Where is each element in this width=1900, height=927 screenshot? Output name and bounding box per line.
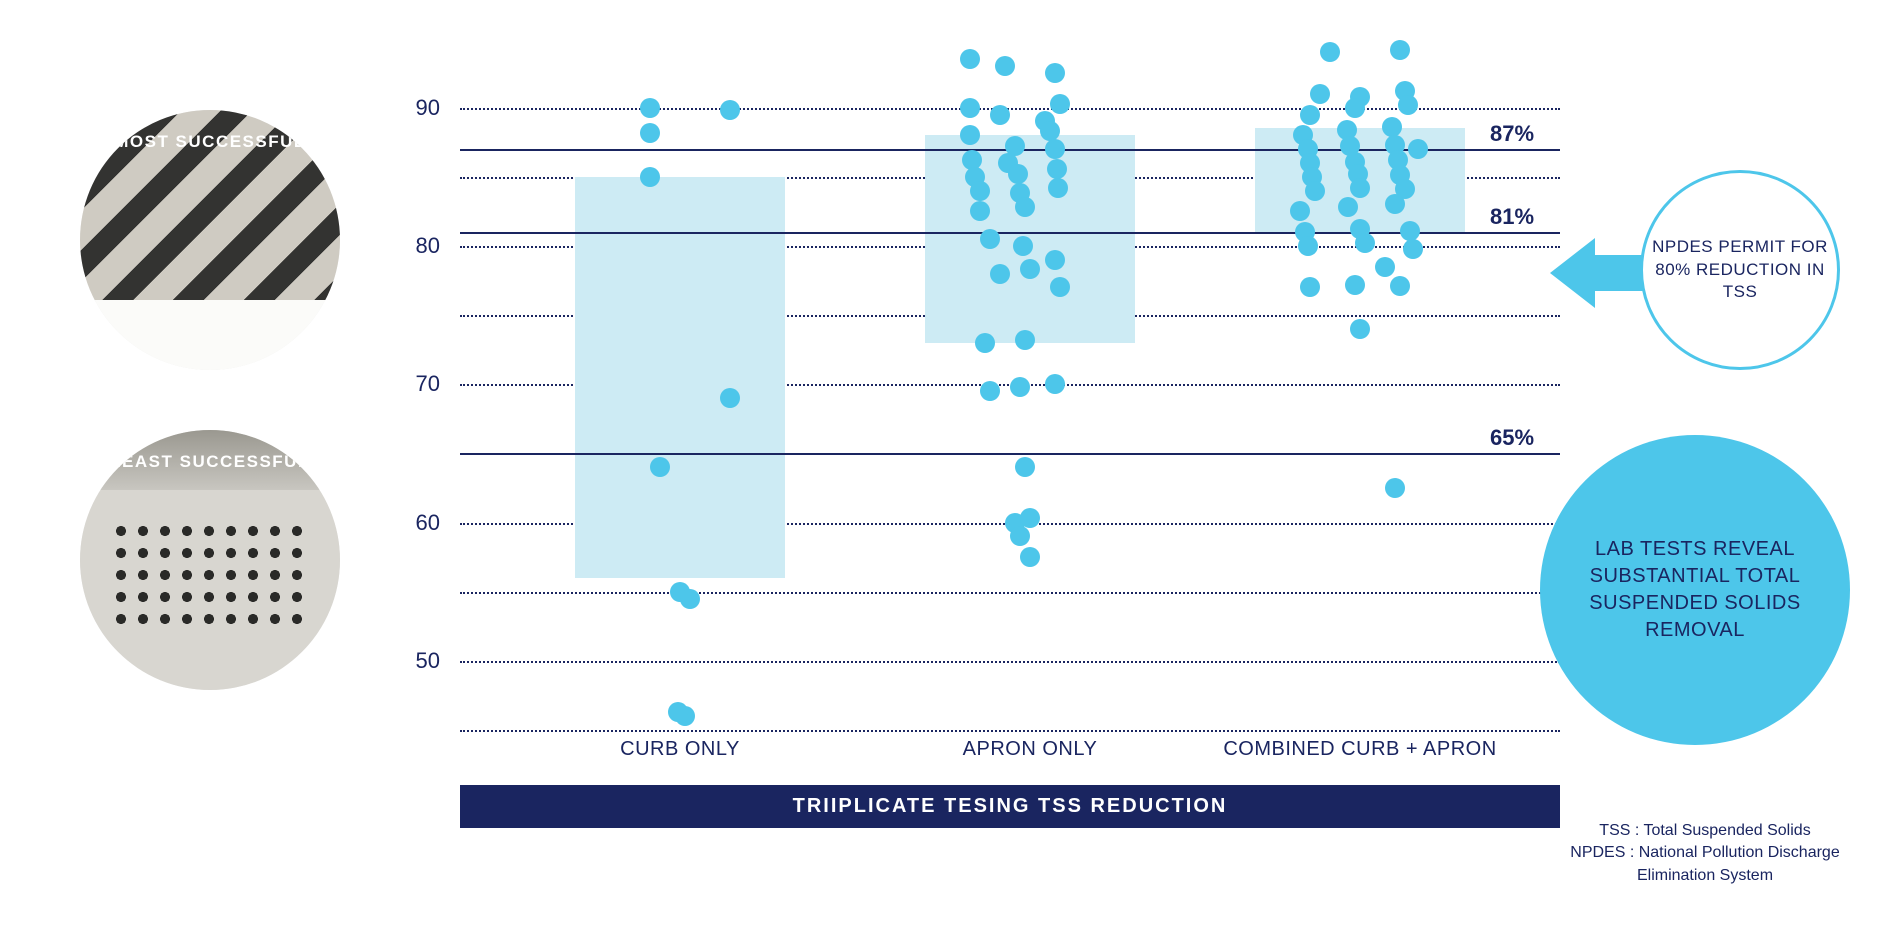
reference-line-label: 81% [1490, 204, 1534, 230]
data-point [1010, 377, 1030, 397]
data-point [1013, 236, 1033, 256]
data-point [720, 388, 740, 408]
y-tick-label: 80 [400, 233, 440, 259]
data-point [1008, 164, 1028, 184]
data-point [1400, 221, 1420, 241]
data-point [1385, 194, 1405, 214]
data-point [1345, 275, 1365, 295]
data-point [720, 100, 740, 120]
box-range-bar [575, 177, 785, 578]
data-point [1045, 250, 1065, 270]
reference-line [460, 232, 1560, 234]
reference-line [460, 453, 1560, 455]
data-point [1298, 236, 1318, 256]
data-point [960, 125, 980, 145]
data-point [1355, 233, 1375, 253]
data-point [1338, 197, 1358, 217]
data-point [1350, 178, 1370, 198]
lab-tests-callout-circle: LAB TESTS REVEAL SUBSTANTIAL TOTAL SUSPE… [1540, 435, 1850, 745]
data-point [668, 702, 688, 722]
data-point [960, 98, 980, 118]
data-point [1398, 95, 1418, 115]
minor-gridline [460, 730, 1560, 732]
least-successful-image: LEAST SUCCESSFUL [80, 430, 340, 690]
data-point [640, 98, 660, 118]
data-point [680, 589, 700, 609]
left-image-column: MOST SUCCESSFUL LEAST SUCCESSFUL [80, 110, 340, 690]
data-point [1300, 277, 1320, 297]
data-point [650, 457, 670, 477]
most-successful-image: MOST SUCCESSFUL [80, 110, 340, 370]
y-tick-label: 60 [400, 510, 440, 536]
data-point [1385, 478, 1405, 498]
npdes-callout-text: NPDES PERMIT FOR 80% REDUCTION IN TSS [1643, 236, 1837, 305]
data-point [1047, 159, 1067, 179]
data-point [1015, 457, 1035, 477]
data-point [1345, 98, 1365, 118]
data-point [1045, 374, 1065, 394]
data-point [1050, 94, 1070, 114]
footnote-npdes-1: NPDES : National Pollution Discharge [1555, 842, 1855, 864]
data-point [990, 264, 1010, 284]
data-point [1403, 239, 1423, 259]
y-tick-label: 50 [400, 648, 440, 674]
data-point [640, 167, 660, 187]
data-point [1048, 178, 1068, 198]
data-point [990, 105, 1010, 125]
y-tick-label: 70 [400, 371, 440, 397]
data-point [960, 49, 980, 69]
data-point [640, 123, 660, 143]
chart-title: TRIIPLICATE TESING TSS REDUCTION [460, 785, 1560, 828]
data-point [1050, 277, 1070, 297]
data-point [1045, 139, 1065, 159]
data-point [1020, 547, 1040, 567]
data-point [1015, 330, 1035, 350]
data-point [1040, 121, 1060, 141]
data-point [1310, 84, 1330, 104]
data-point [980, 229, 1000, 249]
reference-line-label: 87% [1490, 121, 1534, 147]
x-category-label: CURB ONLY [620, 738, 740, 761]
least-successful-label: LEAST SUCCESSFUL [80, 452, 340, 472]
data-point [970, 201, 990, 221]
x-category-label: APRON ONLY [963, 738, 1098, 761]
data-point [1382, 117, 1402, 137]
data-point [1305, 181, 1325, 201]
major-gridline [460, 108, 1560, 110]
data-point [1015, 197, 1035, 217]
reference-line-label: 65% [1490, 425, 1534, 451]
major-gridline [460, 661, 1560, 663]
data-point [1350, 319, 1370, 339]
data-point [970, 181, 990, 201]
data-point [1408, 139, 1428, 159]
data-point [1020, 259, 1040, 279]
footnote-tss: TSS : Total Suspended Solids [1555, 820, 1855, 842]
data-point [1300, 105, 1320, 125]
x-category-label: COMBINED CURB + APRON [1223, 738, 1496, 761]
npdes-callout-circle: NPDES PERMIT FOR 80% REDUCTION IN TSS [1640, 170, 1840, 370]
data-point [1390, 276, 1410, 296]
data-point [995, 56, 1015, 76]
lab-tests-callout-text: LAB TESTS REVEAL SUBSTANTIAL TOTAL SUSPE… [1540, 536, 1850, 644]
most-successful-label: MOST SUCCESSFUL [80, 132, 340, 152]
data-point [1290, 201, 1310, 221]
data-point [1390, 40, 1410, 60]
data-point [1010, 526, 1030, 546]
data-point [1020, 508, 1040, 528]
y-tick-label: 90 [400, 95, 440, 121]
data-point [1320, 42, 1340, 62]
footnotes: TSS : Total Suspended Solids NPDES : Nat… [1555, 820, 1855, 887]
tss-reduction-chart: 50 60 70 80 90 87% 81% 65% CURB ONLY APRON ONLY CO… [400, 80, 1560, 890]
data-point [975, 333, 995, 353]
data-point [980, 381, 1000, 401]
data-point [1375, 257, 1395, 277]
footnote-npdes-2: Elimination System [1555, 865, 1855, 887]
data-point [1045, 63, 1065, 83]
minor-gridline [460, 592, 1560, 594]
